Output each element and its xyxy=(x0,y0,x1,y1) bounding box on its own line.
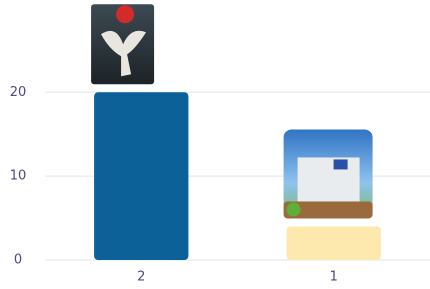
eu-flag xyxy=(334,159,348,169)
x-tick-label: 1 xyxy=(330,270,338,285)
x-tick-label: 2 xyxy=(137,270,145,285)
red-flower xyxy=(116,5,134,23)
bar-image xyxy=(284,129,373,218)
bar xyxy=(94,92,188,260)
chart: 0 10 20 2 1 xyxy=(0,0,430,289)
y-tick-label: 10 xyxy=(10,169,27,184)
bar-image xyxy=(91,4,154,84)
bush xyxy=(287,202,301,216)
bar xyxy=(287,226,381,260)
y-tick-label: 20 xyxy=(10,85,27,100)
y-tick-label: 0 xyxy=(14,253,22,268)
building xyxy=(298,157,360,201)
